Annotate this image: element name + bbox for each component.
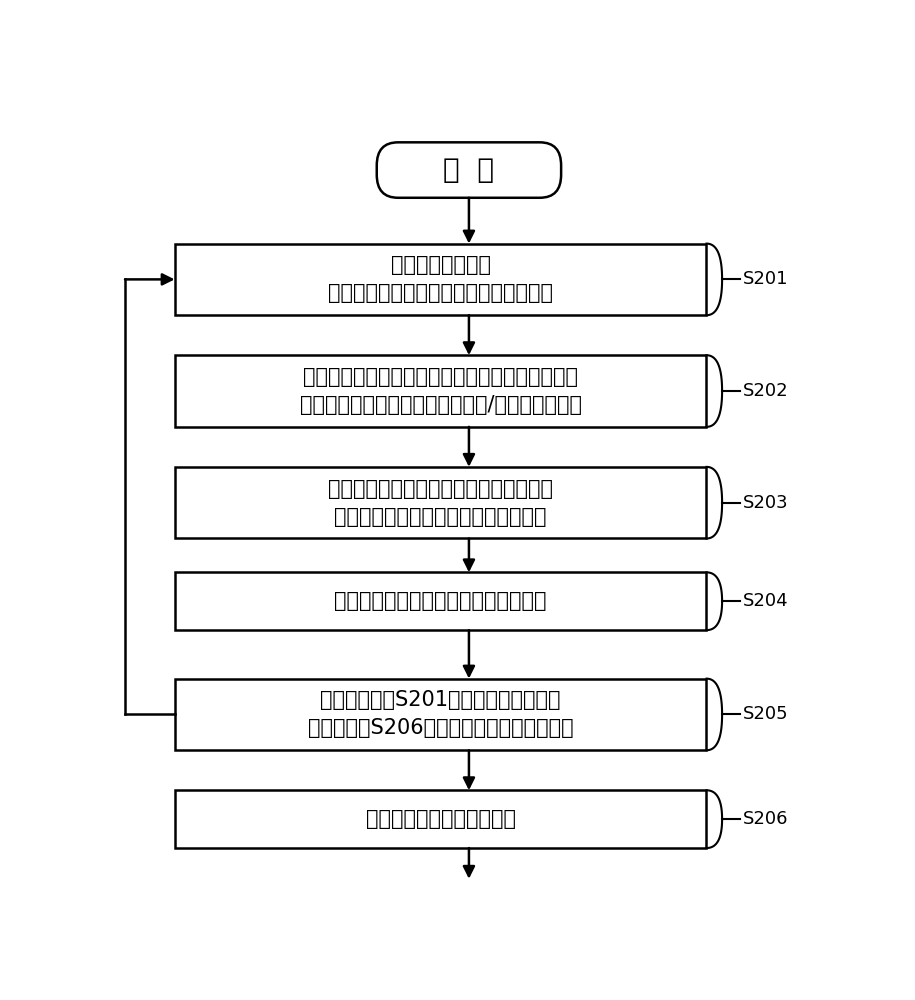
FancyBboxPatch shape	[377, 142, 561, 198]
Text: S206: S206	[743, 810, 789, 828]
Bar	[175, 467, 706, 538]
Text: 对痑似合并数据进行候选合并队列管理，
得到痑似合并数据对的处理优先级队列: 对痑似合并数据进行候选合并队列管理， 得到痑似合并数据对的处理优先级队列	[328, 479, 553, 527]
Bar	[175, 244, 706, 315]
Text: S201: S201	[743, 270, 789, 288]
Bar	[175, 790, 706, 848]
Text: 开  始: 开 始	[444, 156, 494, 184]
Text: 对待处理数据进行增量聚类，得到增量聚类结果，
增量聚类结果包括第二聚类数据和/或痑似合并数据: 对待处理数据进行增量聚类，得到增量聚类结果， 增量聚类结果包括第二聚类数据和/或…	[299, 367, 582, 415]
Bar	[175, 679, 706, 750]
Text: 人工介入处理痑似合并数据: 人工介入处理痑似合并数据	[366, 809, 515, 829]
Text: S204: S204	[743, 592, 789, 610]
Text: 获取待处理数据，
待处理数据包括新增数据和第一聚类数据: 获取待处理数据， 待处理数据包括新增数据和第一聚类数据	[328, 255, 553, 303]
Text: S202: S202	[743, 382, 789, 400]
Bar	[175, 572, 706, 630]
Bar	[175, 355, 706, 427]
Text: S203: S203	[743, 494, 789, 512]
Text: S205: S205	[743, 705, 789, 723]
Text: 选择执行步骤S201开始新的增量聚类，
或进入步骤S206人工介入处理痑似合并数据: 选择执行步骤S201开始新的增量聚类， 或进入步骤S206人工介入处理痑似合并数…	[307, 690, 574, 738]
Text: 根据第二聚类数据，更新第一聚类数据: 根据第二聚类数据，更新第一聚类数据	[334, 591, 547, 611]
